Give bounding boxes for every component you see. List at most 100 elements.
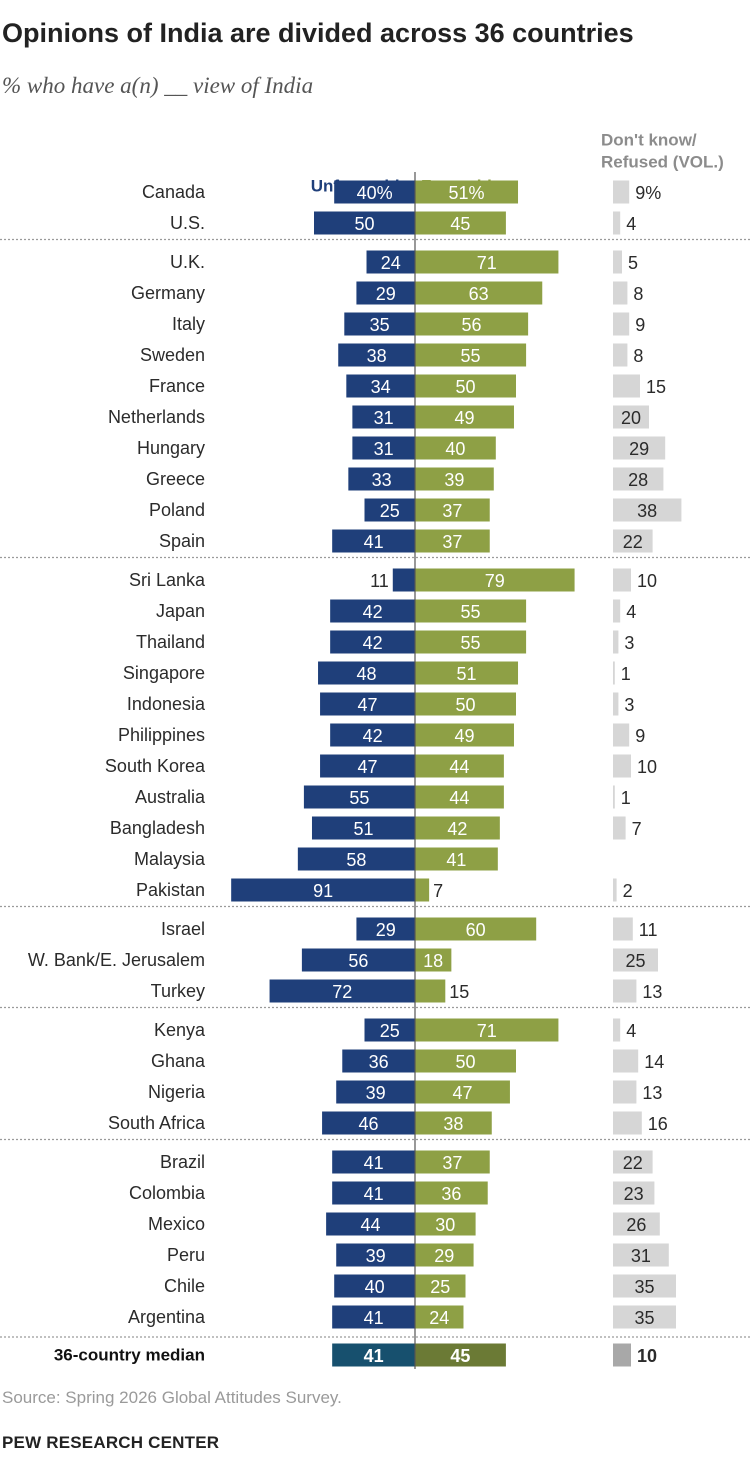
- favorable-bar: [415, 498, 490, 522]
- dk-bar: [613, 180, 630, 204]
- favorable-value: 51%: [448, 183, 484, 203]
- unfavorable-value: 44: [361, 1215, 381, 1235]
- favorable-bar: [415, 467, 494, 491]
- favorable-value: 71: [477, 1021, 497, 1041]
- favorable-bar: [415, 1181, 488, 1205]
- favorable-value: 50: [455, 1052, 475, 1072]
- unfavorable-bar: [338, 343, 415, 367]
- unfavorable-value: 25: [380, 1021, 400, 1041]
- dk-bar: [613, 374, 640, 398]
- unfavorable-bar: [364, 498, 415, 522]
- dk-value: 38: [637, 501, 657, 521]
- favorable-value: 60: [466, 920, 486, 940]
- country-label: Thailand: [136, 632, 205, 652]
- unfavorable-bar: [332, 1181, 415, 1205]
- unfavorable-bar: [334, 1274, 415, 1298]
- favorable-value: 56: [462, 315, 482, 335]
- dk-bar: [613, 568, 631, 592]
- unfavorable-bar: [366, 250, 415, 274]
- favorable-value: 49: [454, 726, 474, 746]
- unfavorable-bar: [330, 723, 415, 747]
- unfavorable-value: 41: [364, 1346, 384, 1366]
- unfavorable-value: 58: [346, 850, 366, 870]
- country-label: Argentina: [128, 1307, 206, 1327]
- dk-bar: [613, 343, 628, 367]
- dk-value: 4: [626, 602, 636, 622]
- country-label: Colombia: [129, 1183, 206, 1203]
- dk-value: 15: [646, 377, 666, 397]
- unfavorable-value: 35: [370, 315, 390, 335]
- header-dk-line2: Refused (VOL.): [601, 153, 724, 172]
- unfavorable-bar: [352, 405, 415, 429]
- unfavorable-value: 47: [358, 757, 378, 777]
- favorable-bar: [415, 785, 504, 809]
- dk-value: 8: [633, 284, 643, 304]
- unfavorable-value: 25: [380, 501, 400, 521]
- favorable-bar: [415, 630, 527, 654]
- dk-bar: [613, 467, 664, 491]
- unfavorable-bar: [336, 1243, 415, 1267]
- favorable-bar: [415, 723, 514, 747]
- dk-bar: [613, 1018, 621, 1042]
- favorable-bar: [415, 1018, 559, 1042]
- country-label: Ghana: [151, 1051, 206, 1071]
- favorable-bar: [415, 250, 559, 274]
- dk-bar: [613, 312, 630, 336]
- unfavorable-value: 50: [354, 214, 374, 234]
- dk-value: 20: [621, 408, 641, 428]
- favorable-value: 15: [449, 982, 469, 1002]
- dk-bar: [613, 405, 649, 429]
- unfavorable-value: 36: [369, 1052, 389, 1072]
- country-label: Canada: [142, 182, 206, 202]
- unfavorable-bar: [322, 1111, 415, 1135]
- country-label: Italy: [172, 314, 205, 334]
- dk-value: 13: [642, 1083, 662, 1103]
- country-label: Turkey: [151, 981, 205, 1001]
- unfavorable-value: 51: [353, 819, 373, 839]
- dk-value: 10: [637, 1346, 657, 1366]
- header-dk-line1: Don't know/: [601, 131, 697, 150]
- unfavorable-value: 40%: [357, 183, 393, 203]
- dk-value: 2: [623, 881, 633, 901]
- dk-bar: [613, 1181, 655, 1205]
- favorable-value: 51: [456, 664, 476, 684]
- unfavorable-bar: [346, 374, 415, 398]
- country-label: Bangladesh: [110, 818, 205, 838]
- favorable-value: 25: [430, 1277, 450, 1297]
- dk-value: 3: [624, 695, 634, 715]
- unfavorable-value: 41: [364, 1308, 384, 1328]
- country-label: Chile: [164, 1276, 205, 1296]
- dk-value: 35: [634, 1308, 654, 1328]
- favorable-value: 55: [461, 346, 481, 366]
- favorable-bar: [415, 816, 500, 840]
- country-label: Mexico: [148, 1214, 205, 1234]
- country-label: Japan: [156, 601, 205, 621]
- country-label: Spain: [159, 531, 205, 551]
- dk-value: 1: [621, 664, 631, 684]
- dk-bar: [613, 1212, 660, 1236]
- unfavorable-bar: [348, 467, 415, 491]
- country-label: Sri Lanka: [129, 570, 206, 590]
- dk-value: 9: [635, 315, 645, 335]
- unfavorable-bar: [356, 917, 415, 941]
- favorable-bar: [415, 1049, 516, 1073]
- country-label: Malaysia: [134, 849, 206, 869]
- unfavorable-value: 42: [363, 726, 383, 746]
- unfavorable-bar: [303, 785, 415, 809]
- country-label: Nigeria: [148, 1082, 206, 1102]
- favorable-bar: [415, 343, 527, 367]
- unfavorable-bar: [336, 1080, 415, 1104]
- unfavorable-bar: [269, 979, 415, 1003]
- dk-bar: [613, 1305, 676, 1329]
- country-label: Netherlands: [108, 407, 205, 427]
- dk-bar: [613, 816, 626, 840]
- unfavorable-value: 39: [366, 1246, 386, 1266]
- source-note: Source: Spring 2026 Global Attitudes Sur…: [2, 1388, 342, 1407]
- favorable-value: 18: [423, 951, 443, 971]
- unfavorable-bar: [330, 599, 415, 623]
- unfavorable-value: 47: [358, 695, 378, 715]
- favorable-value: 47: [452, 1083, 472, 1103]
- dk-bar: [613, 1080, 637, 1104]
- dk-value: 13: [642, 982, 662, 1002]
- favorable-bar: [415, 436, 496, 460]
